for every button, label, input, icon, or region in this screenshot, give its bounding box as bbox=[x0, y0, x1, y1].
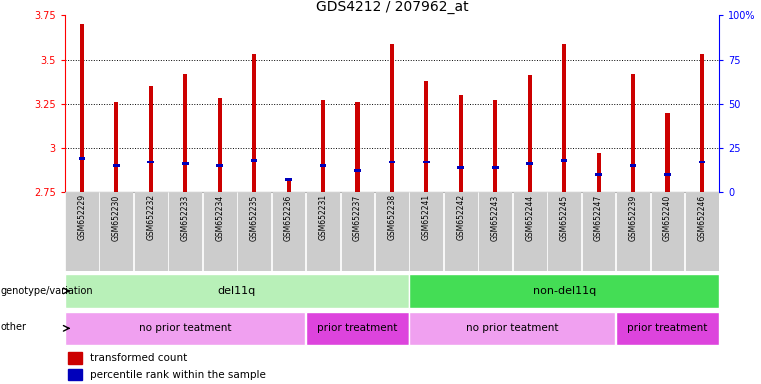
Text: GSM652247: GSM652247 bbox=[594, 194, 603, 241]
Bar bbox=[527, 162, 533, 165]
Text: GSM652241: GSM652241 bbox=[422, 194, 431, 240]
Bar bbox=[182, 162, 189, 165]
Text: GSM652243: GSM652243 bbox=[491, 194, 500, 241]
Bar bbox=[581, 192, 616, 271]
Bar bbox=[597, 153, 600, 192]
Bar bbox=[78, 157, 85, 160]
Bar bbox=[168, 192, 202, 271]
Bar bbox=[306, 192, 340, 271]
Text: transformed count: transformed count bbox=[90, 353, 186, 363]
Text: GSM652233: GSM652233 bbox=[181, 194, 189, 241]
Text: GSM652235: GSM652235 bbox=[250, 194, 259, 241]
Bar bbox=[631, 74, 635, 192]
Bar bbox=[685, 192, 719, 271]
Bar bbox=[68, 369, 82, 380]
Text: no prior teatment: no prior teatment bbox=[139, 323, 231, 333]
Text: GSM652245: GSM652245 bbox=[559, 194, 568, 241]
Text: GSM652242: GSM652242 bbox=[457, 194, 465, 240]
Bar bbox=[409, 192, 443, 271]
Bar bbox=[272, 192, 305, 271]
Bar bbox=[306, 312, 409, 344]
Bar bbox=[425, 81, 428, 192]
Bar bbox=[65, 312, 305, 344]
Bar bbox=[651, 192, 684, 271]
Bar bbox=[113, 164, 119, 167]
Bar bbox=[285, 178, 292, 181]
Bar bbox=[595, 173, 602, 176]
Bar bbox=[493, 100, 498, 192]
Text: GSM652246: GSM652246 bbox=[697, 194, 706, 241]
Bar bbox=[183, 74, 187, 192]
Bar bbox=[665, 113, 670, 192]
Text: GSM652239: GSM652239 bbox=[629, 194, 638, 241]
Bar bbox=[80, 24, 84, 192]
Bar bbox=[100, 192, 133, 271]
Text: GSM652232: GSM652232 bbox=[146, 194, 155, 240]
Bar bbox=[444, 192, 478, 271]
Bar bbox=[354, 169, 361, 172]
Bar bbox=[218, 98, 221, 192]
Text: other: other bbox=[1, 322, 27, 332]
Bar bbox=[68, 352, 82, 364]
Text: GSM652244: GSM652244 bbox=[525, 194, 534, 241]
Bar bbox=[492, 166, 498, 169]
Bar bbox=[251, 159, 257, 162]
Bar bbox=[252, 54, 256, 192]
Bar bbox=[134, 192, 167, 271]
Text: prior treatment: prior treatment bbox=[627, 323, 708, 333]
Bar bbox=[375, 192, 409, 271]
Bar bbox=[409, 274, 719, 308]
Text: GSM652240: GSM652240 bbox=[663, 194, 672, 241]
Bar bbox=[341, 192, 374, 271]
Text: del11q: del11q bbox=[218, 286, 256, 296]
Text: no prior teatment: no prior teatment bbox=[466, 323, 559, 333]
Text: genotype/variation: genotype/variation bbox=[1, 286, 94, 296]
Text: GSM652229: GSM652229 bbox=[78, 194, 87, 240]
Bar bbox=[561, 159, 568, 162]
Bar bbox=[148, 86, 153, 192]
Bar bbox=[616, 192, 650, 271]
Text: GSM652238: GSM652238 bbox=[387, 194, 396, 240]
Bar bbox=[457, 166, 464, 169]
Text: GSM652230: GSM652230 bbox=[112, 194, 121, 241]
Title: GDS4212 / 207962_at: GDS4212 / 207962_at bbox=[316, 0, 468, 14]
Bar bbox=[562, 44, 566, 192]
Bar bbox=[321, 100, 325, 192]
Bar bbox=[65, 274, 409, 308]
Bar bbox=[459, 95, 463, 192]
Bar bbox=[320, 164, 326, 167]
Bar bbox=[216, 164, 223, 167]
Bar bbox=[616, 312, 719, 344]
Text: GSM652231: GSM652231 bbox=[319, 194, 327, 240]
Bar bbox=[699, 161, 705, 163]
Bar bbox=[286, 180, 291, 192]
Bar bbox=[148, 161, 154, 163]
Text: percentile rank within the sample: percentile rank within the sample bbox=[90, 369, 266, 379]
Bar bbox=[203, 192, 237, 271]
Bar bbox=[700, 54, 704, 192]
Bar bbox=[423, 161, 430, 163]
Text: prior treatment: prior treatment bbox=[317, 323, 398, 333]
Bar bbox=[513, 192, 546, 271]
Text: GSM652236: GSM652236 bbox=[284, 194, 293, 241]
Text: GSM652237: GSM652237 bbox=[353, 194, 362, 241]
Bar bbox=[547, 192, 581, 271]
Bar bbox=[114, 102, 119, 192]
Bar bbox=[389, 161, 395, 163]
Bar bbox=[629, 164, 636, 167]
Bar bbox=[479, 192, 512, 271]
Bar bbox=[237, 192, 271, 271]
Text: non-del11q: non-del11q bbox=[533, 286, 596, 296]
Bar bbox=[390, 44, 394, 192]
Text: GSM652234: GSM652234 bbox=[215, 194, 224, 241]
Bar bbox=[355, 102, 359, 192]
Bar bbox=[527, 75, 532, 192]
Bar bbox=[65, 192, 99, 271]
Bar bbox=[409, 312, 616, 344]
Bar bbox=[664, 173, 670, 176]
